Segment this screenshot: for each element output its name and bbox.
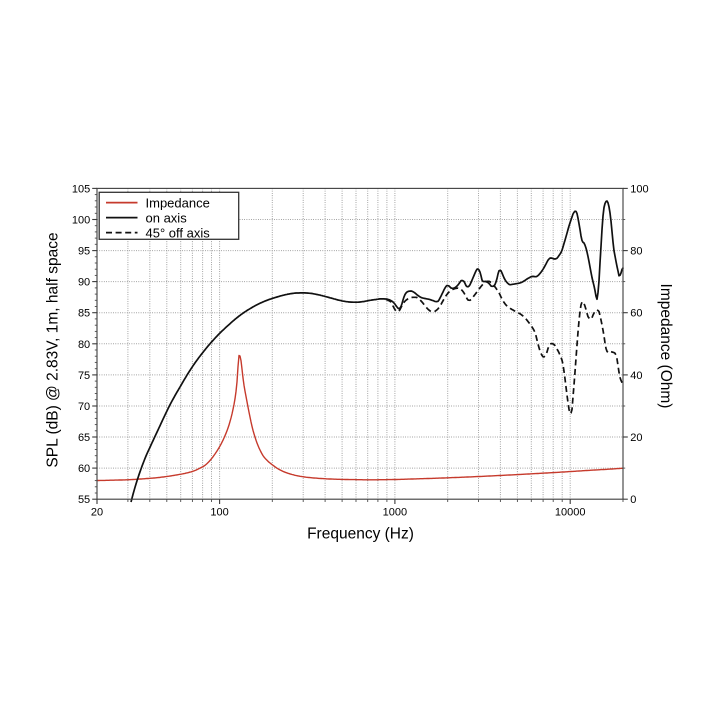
svg-text:90: 90 [78, 277, 90, 289]
svg-text:Impedance (Ohm): Impedance (Ohm) [657, 284, 674, 409]
svg-text:SPL (dB) @ 2.83V, 1m, half spa: SPL (dB) @ 2.83V, 1m, half space [45, 232, 62, 467]
svg-text:on axis: on axis [146, 210, 188, 225]
svg-text:70: 70 [78, 401, 90, 413]
svg-text:Impedance: Impedance [146, 195, 210, 210]
svg-text:55: 55 [78, 494, 90, 506]
svg-text:95: 95 [78, 246, 90, 258]
svg-text:Frequency (Hz): Frequency (Hz) [307, 526, 414, 543]
svg-text:80: 80 [630, 246, 642, 258]
svg-text:60: 60 [630, 308, 642, 320]
svg-text:20: 20 [91, 507, 103, 519]
svg-text:40: 40 [630, 370, 642, 382]
svg-text:105: 105 [72, 183, 90, 195]
svg-text:10000: 10000 [555, 507, 586, 519]
svg-text:60: 60 [78, 463, 90, 475]
svg-text:100: 100 [72, 215, 90, 227]
svg-text:0: 0 [630, 494, 636, 506]
svg-text:100: 100 [210, 507, 228, 519]
svg-text:45° off axis: 45° off axis [146, 225, 211, 240]
svg-text:85: 85 [78, 308, 90, 320]
svg-text:65: 65 [78, 432, 90, 444]
svg-text:100: 100 [630, 183, 648, 195]
svg-text:20: 20 [630, 432, 642, 444]
svg-text:1000: 1000 [383, 507, 407, 519]
svg-text:75: 75 [78, 370, 90, 382]
svg-text:80: 80 [78, 339, 90, 351]
